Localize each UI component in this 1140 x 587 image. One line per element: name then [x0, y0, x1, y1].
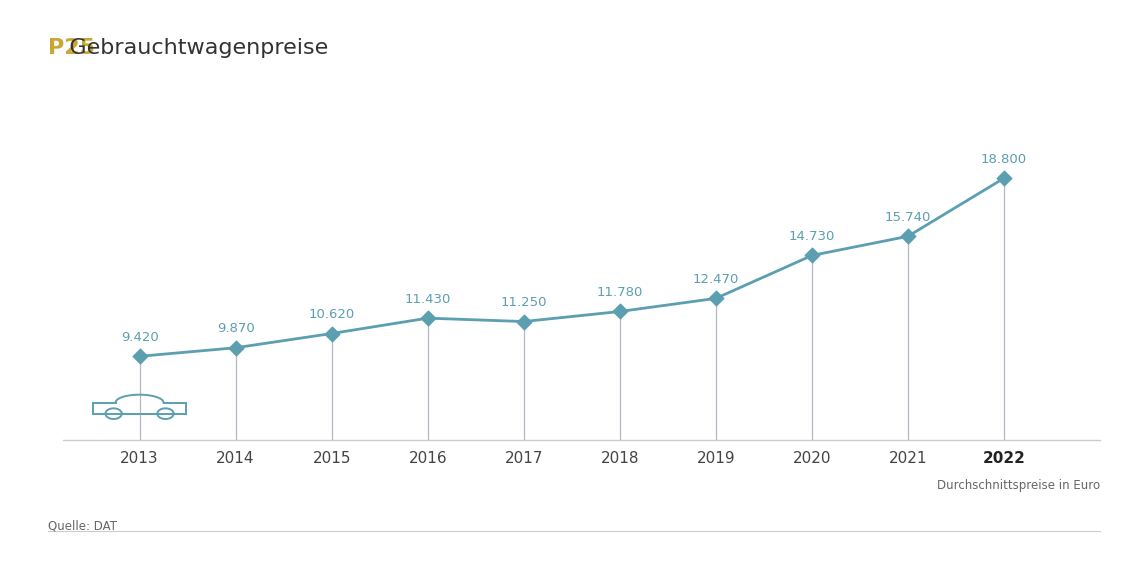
- Point: [803, 251, 821, 260]
- Text: Gebrauchtwagenpreise: Gebrauchtwagenpreise: [48, 38, 328, 58]
- Text: 15.740: 15.740: [885, 211, 931, 224]
- Text: 12.470: 12.470: [693, 273, 739, 286]
- Point: [611, 307, 629, 316]
- Text: 9.420: 9.420: [121, 331, 158, 344]
- Point: [323, 329, 341, 338]
- Point: [898, 232, 917, 241]
- Point: [707, 294, 725, 303]
- Point: [995, 174, 1013, 183]
- Text: 11.780: 11.780: [596, 286, 643, 299]
- Point: [227, 343, 245, 352]
- Text: 11.430: 11.430: [405, 293, 451, 306]
- Text: 9.870: 9.870: [217, 322, 254, 335]
- Text: 18.800: 18.800: [982, 153, 1027, 166]
- Text: 10.620: 10.620: [309, 308, 355, 321]
- Text: 14.730: 14.730: [789, 230, 836, 243]
- Text: Quelle: DAT: Quelle: DAT: [48, 519, 117, 532]
- Point: [418, 313, 437, 323]
- Text: Durchschnittspreise in Euro: Durchschnittspreise in Euro: [937, 479, 1100, 492]
- Text: P25: P25: [48, 38, 95, 58]
- Point: [130, 352, 148, 361]
- Point: [514, 317, 532, 326]
- Text: 11.250: 11.250: [500, 296, 547, 309]
